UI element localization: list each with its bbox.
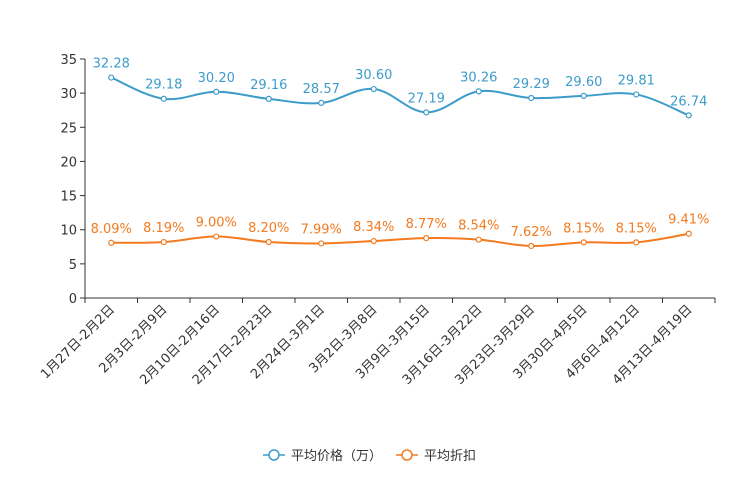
data-label: 32.28	[93, 57, 130, 72]
data-label: 29.18	[145, 78, 182, 93]
y-tick-label: 0	[69, 292, 77, 307]
data-label: 30.60	[355, 68, 392, 83]
data-label: 27.19	[408, 91, 445, 106]
data-point[interactable]	[213, 88, 220, 95]
y-tick-label: 30	[60, 87, 77, 102]
data-label: 29.16	[250, 78, 287, 93]
series-line	[111, 232, 689, 247]
data-label: 8.54%	[458, 219, 499, 234]
data-point[interactable]	[108, 239, 115, 246]
legend-item-2[interactable]: 平均折扣	[396, 449, 476, 464]
data-label: 7.99%	[301, 222, 342, 237]
legend-marker	[268, 449, 280, 461]
data-label: 30.20	[198, 71, 235, 86]
data-point[interactable]	[160, 95, 167, 102]
data-label: 8.77%	[406, 217, 447, 232]
y-tick-label: 20	[60, 155, 77, 170]
y-tick-label: 25	[60, 121, 77, 136]
data-label: 28.57	[303, 82, 340, 97]
data-label: 30.26	[460, 70, 497, 85]
legend-label: 平均价格（万）	[291, 448, 382, 464]
data-point[interactable]	[528, 94, 535, 102]
y-tick-label: 15	[60, 190, 77, 205]
data-point[interactable]	[370, 237, 377, 245]
series-1: 32.28 29.18 30.20 29.16 28.57 30.60 27.19 30.26…	[93, 57, 707, 119]
data-point[interactable]	[423, 235, 430, 242]
data-label: 8.09%	[91, 222, 132, 237]
y-tick-label: 5	[69, 258, 77, 273]
data-point[interactable]	[318, 240, 325, 247]
data-point[interactable]	[475, 236, 482, 243]
series-2: 8.09% 8.19% 9.00% 8.20% 7.99% 8.34% 8.77% 8.54%…	[91, 213, 709, 250]
data-label: 8.19%	[143, 221, 184, 236]
series-line	[110, 76, 690, 117]
data-label: 8.15%	[616, 221, 657, 236]
data-label: 29.81	[618, 73, 655, 88]
data-point[interactable]	[265, 238, 272, 246]
data-point[interactable]	[633, 239, 640, 246]
data-point[interactable]	[265, 95, 272, 102]
data-label: 26.74	[670, 94, 707, 109]
legend-label: 平均折扣	[424, 449, 476, 464]
legend-marker	[401, 449, 413, 461]
data-point[interactable]	[160, 238, 167, 246]
data-point[interactable]	[580, 92, 587, 99]
data-label: 7.62%	[511, 225, 552, 240]
data-label: 9.00%	[196, 216, 237, 231]
data-point[interactable]	[108, 74, 115, 81]
data-point[interactable]	[475, 88, 482, 95]
data-point[interactable]	[580, 239, 587, 246]
data-point[interactable]	[370, 85, 377, 93]
data-label: 29.60	[565, 75, 602, 90]
data-point[interactable]	[685, 230, 692, 237]
data-point[interactable]	[633, 91, 640, 98]
y-tick-label: 10	[60, 224, 77, 239]
data-label: 9.41%	[668, 213, 709, 228]
y-tick-label: 35	[60, 53, 77, 68]
legend-item-1[interactable]: 平均价格（万）	[263, 448, 382, 464]
legend[interactable]: 平均价格（万） 平均折扣	[263, 448, 476, 464]
series-layer: 32.28 29.18 30.20 29.16 28.57 30.60 27.19 30.26…	[91, 57, 709, 250]
data-label: 29.29	[513, 77, 550, 92]
data-point[interactable]	[213, 233, 220, 240]
data-label: 8.34%	[353, 220, 394, 235]
data-label: 8.15%	[563, 221, 604, 236]
data-point[interactable]	[318, 99, 325, 107]
data-label: 8.20%	[248, 221, 289, 236]
data-point[interactable]	[685, 112, 692, 119]
data-point[interactable]	[423, 109, 430, 116]
data-point[interactable]	[528, 242, 535, 250]
